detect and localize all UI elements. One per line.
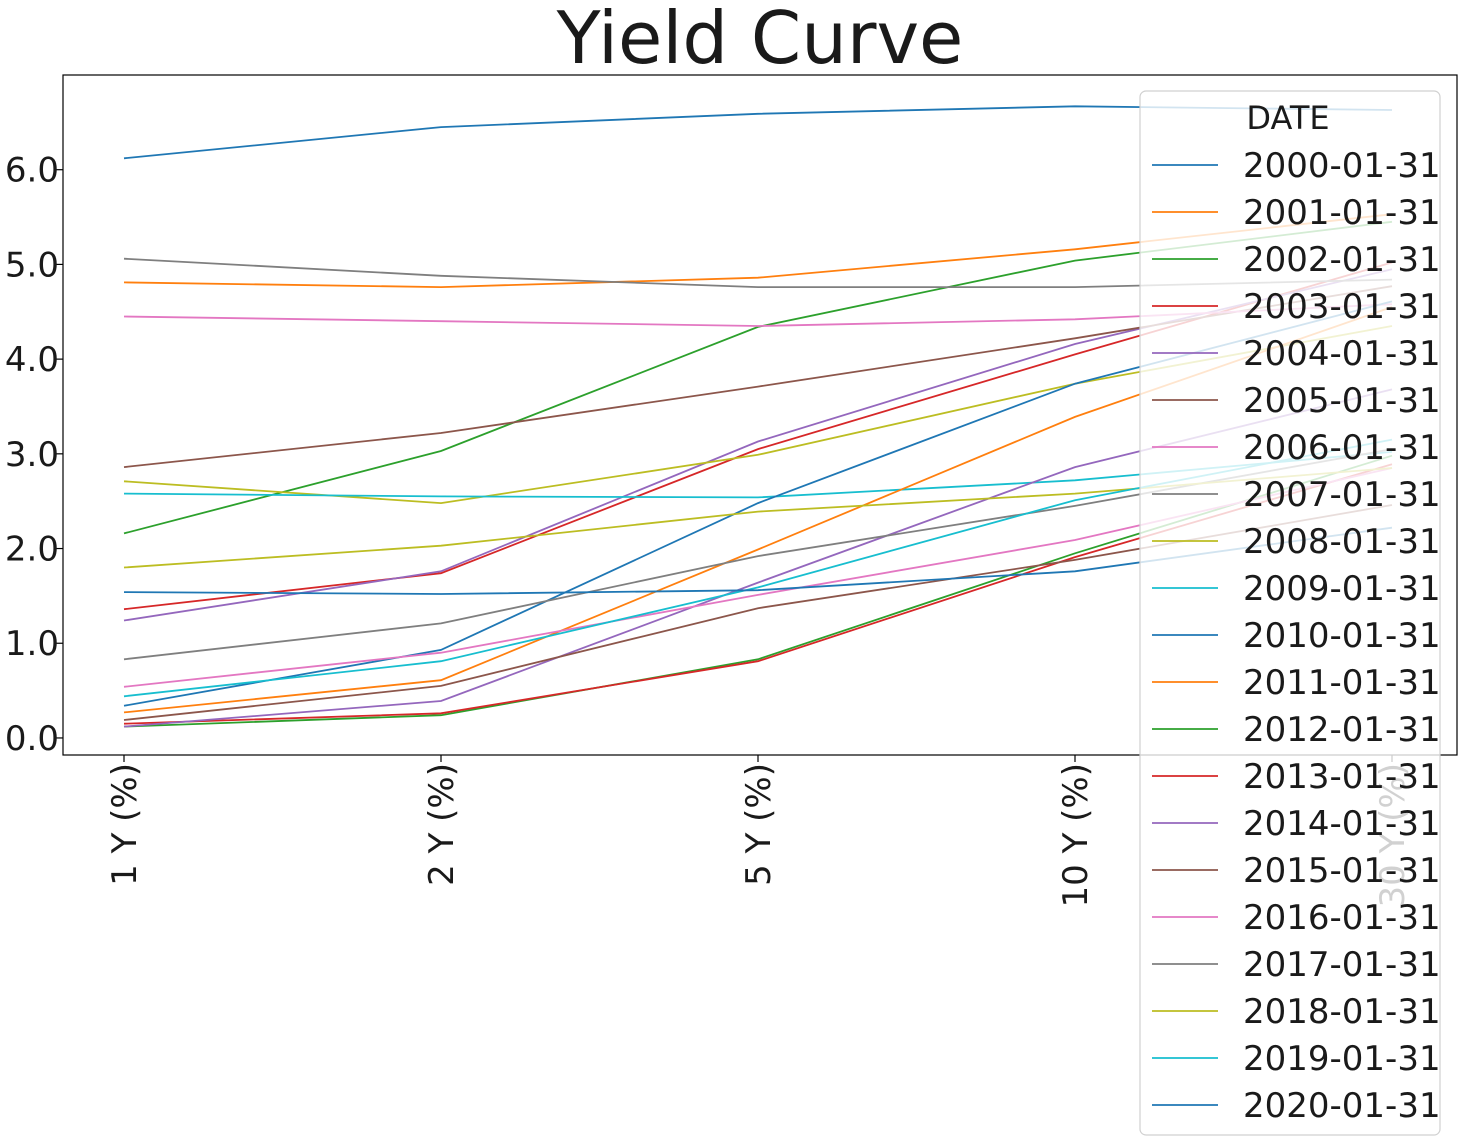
y-axis: 0.0 1.0 2.0 3.0 4.0 5.0 6.0 <box>5 151 63 759</box>
legend-item[interactable]: 2003-01-31 <box>1152 287 1441 327</box>
legend-label: 2015-01-31 <box>1243 851 1441 891</box>
legend-label: 2008-01-31 <box>1243 522 1441 562</box>
legend-item[interactable]: 2002-01-31 <box>1152 240 1441 280</box>
legend-item[interactable]: 2019-01-31 <box>1152 1039 1441 1079</box>
legend-label: 2019-01-31 <box>1243 1039 1441 1079</box>
legend-item[interactable]: 2007-01-31 <box>1152 475 1441 515</box>
legend-label: 2016-01-31 <box>1243 898 1441 938</box>
y-tick-label: 4.0 <box>5 340 59 380</box>
legend-label: 2011-01-31 <box>1243 663 1441 703</box>
y-tick-label: 3.0 <box>5 435 59 475</box>
legend-item[interactable]: 2006-01-31 <box>1152 428 1441 468</box>
y-tick-label: 1.0 <box>5 624 59 664</box>
legend-item[interactable]: 2020-01-31 <box>1152 1086 1441 1126</box>
legend-item[interactable]: 2015-01-31 <box>1152 851 1441 891</box>
legend-label: 2002-01-31 <box>1243 240 1441 280</box>
legend-label: 2007-01-31 <box>1243 475 1441 515</box>
x-tick-label: 5 Y (%) <box>739 763 779 886</box>
legend-item[interactable]: 2009-01-31 <box>1152 569 1441 609</box>
y-tick-label: 0.0 <box>5 719 59 759</box>
legend-item[interactable]: 2013-01-31 <box>1152 757 1441 797</box>
legend-label: 2010-01-31 <box>1243 616 1441 656</box>
legend-item[interactable]: 2011-01-31 <box>1152 663 1441 703</box>
legend-label: 2013-01-31 <box>1243 757 1441 797</box>
legend-label: 2006-01-31 <box>1243 428 1441 468</box>
legend-label: 2000-01-31 <box>1243 146 1441 186</box>
legend-label: 2017-01-31 <box>1243 945 1441 985</box>
legend-item[interactable]: 2016-01-31 <box>1152 898 1441 938</box>
legend-label: 2001-01-31 <box>1243 193 1441 233</box>
legend-item[interactable]: 2017-01-31 <box>1152 945 1441 985</box>
legend-box <box>1139 90 1441 1136</box>
legend-item[interactable]: 2008-01-31 <box>1152 522 1441 562</box>
legend-item[interactable]: 2012-01-31 <box>1152 710 1441 750</box>
legend[interactable]: DATE 2000-01-31 2001-01-31 2002-01-31 2003-0… <box>1139 90 1441 1136</box>
legend-item[interactable]: 2001-01-31 <box>1152 193 1441 233</box>
legend-label: 2018-01-31 <box>1243 992 1441 1032</box>
legend-label: 2003-01-31 <box>1243 287 1441 327</box>
legend-label: 2004-01-31 <box>1243 334 1441 374</box>
legend-label: 2020-01-31 <box>1243 1086 1441 1126</box>
y-tick-label: 6.0 <box>5 151 59 191</box>
legend-item[interactable]: 2014-01-31 <box>1152 804 1441 844</box>
x-tick-label: 2 Y (%) <box>422 763 462 886</box>
legend-item[interactable]: 2004-01-31 <box>1152 334 1441 374</box>
legend-label: 2009-01-31 <box>1243 569 1441 609</box>
x-tick-label: 10 Y (%) <box>1056 763 1096 907</box>
plot-frame <box>62 74 1458 756</box>
legend-label: 2014-01-31 <box>1243 804 1441 844</box>
legend-label: 2012-01-31 <box>1243 710 1441 750</box>
legend-label: 2005-01-31 <box>1243 381 1441 421</box>
y-tick-label: 2.0 <box>5 530 59 570</box>
legend-item[interactable]: 2010-01-31 <box>1152 616 1441 656</box>
y-tick-label: 5.0 <box>5 245 59 285</box>
chart-title: Yield Curve <box>556 0 964 80</box>
x-tick-label: 1 Y (%) <box>105 763 145 886</box>
legend-item[interactable]: 2005-01-31 <box>1152 381 1441 421</box>
legend-item[interactable]: 2018-01-31 <box>1152 992 1441 1032</box>
legend-title: DATE <box>1246 99 1329 137</box>
legend-item[interactable]: 2000-01-31 <box>1152 146 1441 186</box>
